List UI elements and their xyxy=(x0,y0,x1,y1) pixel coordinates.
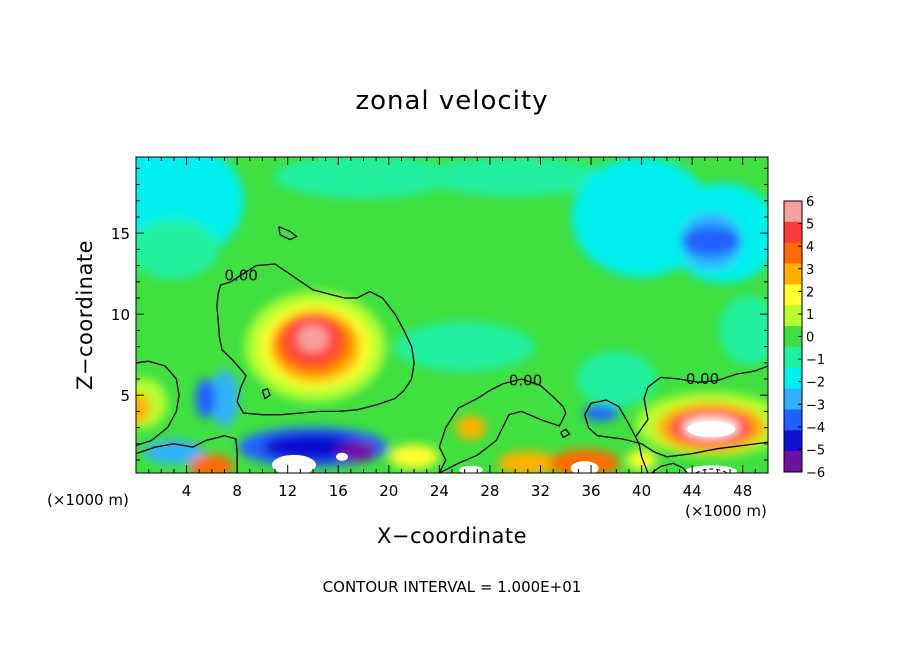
colorbar-label: 5 xyxy=(806,218,814,233)
colorbar-label: −3 xyxy=(806,398,825,413)
colorbar-swatch xyxy=(784,346,802,369)
colorbar-swatch xyxy=(784,263,802,285)
negative-contour-line xyxy=(695,468,728,473)
y-tick-label: 5 xyxy=(120,387,130,405)
mid-right-negative xyxy=(681,226,742,257)
colorbar-label: −2 xyxy=(806,376,825,391)
colorbar-label: 6 xyxy=(806,195,814,210)
x-tick-label: 32 xyxy=(531,482,550,500)
x-tick-label: 36 xyxy=(581,482,600,500)
colorbar-label: 3 xyxy=(806,263,814,278)
y-ticks: 5 10 15 xyxy=(111,167,768,461)
colorbar-swatch xyxy=(784,221,802,244)
bottom-positive xyxy=(455,415,486,440)
colorbar-swatch xyxy=(784,430,802,452)
zero-contour-line-5 xyxy=(583,399,768,473)
colorbar-swatch xyxy=(784,305,802,327)
colorbar-swatch xyxy=(784,367,802,390)
zero-contour-line-8 xyxy=(261,387,271,400)
left-edge-positive xyxy=(136,393,151,424)
saturated-bottom-positive xyxy=(570,461,599,473)
x-tick-label: 20 xyxy=(379,482,398,500)
saturated-right-positive xyxy=(687,421,736,438)
zero-contour-line-3 xyxy=(438,378,567,473)
colorbar-label: −6 xyxy=(806,466,825,481)
colorbar-label: 1 xyxy=(806,308,814,323)
zero-contours xyxy=(136,226,768,473)
zero-contour-line-4 xyxy=(439,410,567,473)
colorbar-swatch xyxy=(784,284,802,306)
x-tick-label: 16 xyxy=(329,482,348,500)
bottom-positive xyxy=(497,451,558,473)
x-tick-label: 4 xyxy=(182,482,192,500)
velocity-field xyxy=(136,157,768,473)
contour-label-2: 0.00 xyxy=(686,370,719,388)
colorbar-swatch xyxy=(784,326,802,348)
x-tick-label: 8 xyxy=(232,482,242,500)
x-unit-label-left: (×1000 m) xyxy=(47,491,129,509)
y-tick-label: 10 xyxy=(111,306,130,324)
colorbar-swatch xyxy=(784,242,802,265)
y-tick-label: 15 xyxy=(111,225,130,243)
colorbar-swatch xyxy=(784,388,802,410)
saturated-low-negative xyxy=(272,454,316,473)
contour-label-1: 0.00 xyxy=(509,372,542,390)
contour-label-0: 0.00 xyxy=(224,266,257,284)
x-tick-label: 12 xyxy=(278,482,297,500)
x-tick-label: 28 xyxy=(480,482,499,500)
right-negative xyxy=(719,295,768,366)
colorbar-label: 2 xyxy=(806,285,814,300)
chart-title: zonal velocity xyxy=(355,86,549,116)
saturated-bottom-right xyxy=(685,465,738,473)
x-tick-label: 40 xyxy=(632,482,651,500)
x-tick-label: 44 xyxy=(683,482,702,500)
contour-interval-note: CONTOUR INTERVAL = 1.000E+01 xyxy=(322,578,582,596)
bottom-positive xyxy=(189,454,234,473)
zero-contour-line-0 xyxy=(216,263,415,416)
mid-right-negative xyxy=(576,351,657,408)
colorbar-swatch xyxy=(784,201,802,223)
x-tick-label: 24 xyxy=(430,482,449,500)
left-negative-column xyxy=(195,378,216,419)
bottom-positive xyxy=(389,444,440,469)
mid-right-negative xyxy=(583,405,620,422)
colorbar-swatch xyxy=(784,409,802,431)
upper-mid-negative xyxy=(273,157,454,199)
bottom-positive xyxy=(626,450,657,471)
zero-contour-line-10 xyxy=(651,462,688,473)
left-negative xyxy=(136,219,219,280)
x-unit-label-right: (×1000 m) xyxy=(685,502,767,520)
colorbar-label: 4 xyxy=(806,240,814,255)
colorbar-swatch xyxy=(784,451,802,473)
colorbar-label: −4 xyxy=(806,421,825,436)
saturated-low-negative xyxy=(336,452,349,461)
mid-negative xyxy=(394,321,535,372)
colorbar-label: 0 xyxy=(806,331,814,346)
zero-contour-line-9 xyxy=(560,428,571,439)
contour-labels: 0.00 0.00 0.00 xyxy=(224,266,719,389)
upper-mid-negative xyxy=(425,157,606,197)
zero-contour-line-7 xyxy=(278,226,298,241)
zero-contour-line-6 xyxy=(634,365,768,438)
zero-contour-line-2 xyxy=(136,435,238,473)
x-tick-label: 48 xyxy=(733,482,752,500)
central-peak xyxy=(296,324,329,353)
colorbar-label: −1 xyxy=(806,353,825,368)
colorbar: 6 5 4 3 2 1 0 −1 −2 −3 −4 −5 −6 xyxy=(783,195,825,481)
colorbar-label: −5 xyxy=(806,443,825,458)
x-ticks: 4 8 12 16 20 24 28 32 36 40 44 48 xyxy=(148,157,756,500)
left-negative-column xyxy=(210,370,239,427)
zero-contour-line-1 xyxy=(136,360,180,447)
x-axis-title: X−coordinate xyxy=(377,524,527,548)
